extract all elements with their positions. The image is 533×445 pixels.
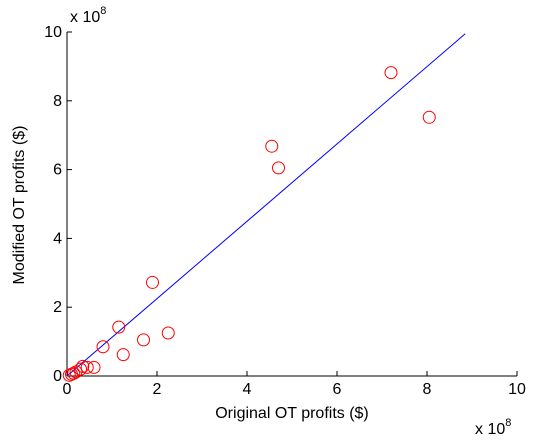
fit-line (66, 33, 466, 377)
x-tick-label: 4 (243, 381, 252, 398)
x-axis-multiplier: x 108 (475, 417, 511, 438)
x-tick-label: 0 (63, 381, 72, 398)
data-point (80, 360, 94, 374)
x-axis-label: Original OT profits ($) (215, 405, 369, 422)
axes: 0 2 4 6 8 10 0 2 4 6 8 10 (44, 24, 526, 398)
y-axis-multiplier: x 108 (70, 5, 106, 26)
data-point (161, 326, 175, 340)
data-point (96, 340, 110, 354)
x-tick-label: 8 (423, 381, 432, 398)
data-point (137, 333, 150, 347)
y-tick-label: 2 (53, 299, 62, 316)
data-point (74, 362, 87, 376)
y-tick-label: 6 (53, 162, 62, 179)
data-point (384, 66, 398, 80)
data-point (87, 360, 101, 374)
fit-line-layer (66, 33, 466, 377)
data-point (146, 275, 159, 289)
data-point (422, 110, 436, 124)
x-tick-label: 6 (333, 381, 342, 398)
data-point (116, 348, 130, 362)
y-tick-label: 0 (53, 368, 62, 385)
y-tick-label: 4 (53, 230, 62, 247)
data-point (112, 320, 126, 334)
y-axis-label: Modified OT profits ($) (11, 126, 28, 285)
data-point (67, 366, 81, 380)
x-tick-label: 2 (153, 381, 162, 398)
y-tick-label: 10 (44, 24, 62, 41)
y-tick-label: 8 (53, 93, 62, 110)
data-point (265, 139, 279, 153)
data-point (272, 161, 285, 175)
x-tick-label: 10 (508, 381, 526, 398)
points-layer (62, 66, 436, 382)
data-point (76, 359, 90, 373)
